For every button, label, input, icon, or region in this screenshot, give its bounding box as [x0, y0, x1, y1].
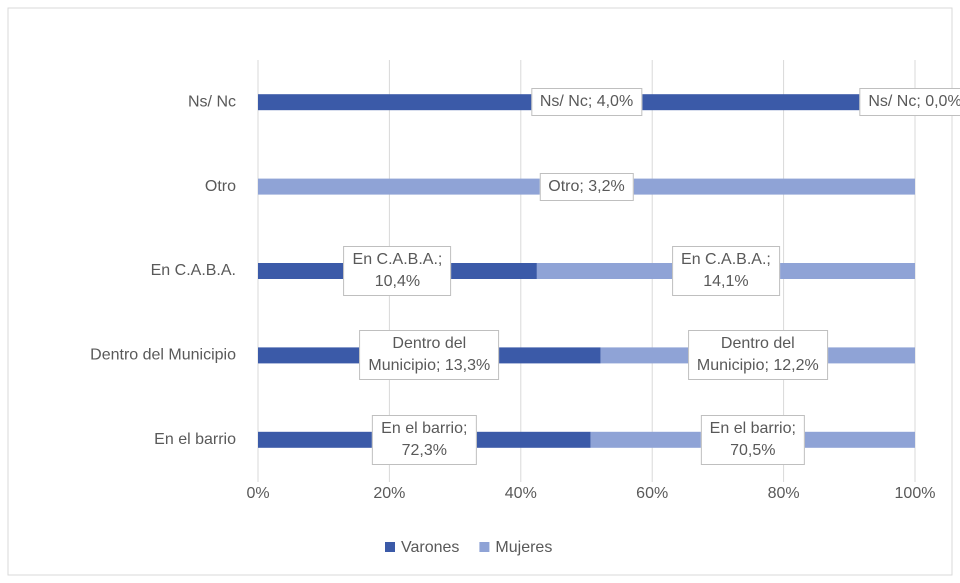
legend-label: Varones: [401, 539, 459, 556]
legend-swatch: [479, 542, 490, 552]
x-tick-label: 60%: [636, 485, 668, 502]
legend-swatch: [385, 542, 395, 552]
data-label: En el barrio; 72,3%: [372, 414, 477, 465]
data-label: Ns/ Nc; 4,0%: [530, 88, 643, 117]
data-label: Dentro del Municipio; 12,2%: [687, 330, 828, 381]
data-label: En el barrio; 70,5%: [700, 414, 805, 465]
chart-border: [7, 7, 953, 576]
legend-label: Mujeres: [495, 539, 552, 556]
x-tick-label: 0%: [246, 485, 269, 502]
y-tick-label: Ns/ Nc: [188, 93, 236, 110]
data-label: Otro; 3,2%: [539, 172, 634, 201]
x-tick-label: 20%: [373, 485, 405, 502]
data-label: En C.A.B.A.; 14,1%: [672, 246, 780, 296]
data-label: En C.A.B.A.; 10,4%: [343, 246, 452, 296]
x-tick-label: 100%: [895, 485, 936, 502]
y-tick-label: En el barrio: [154, 431, 236, 448]
y-tick-label: Dentro del Municipio: [90, 347, 236, 364]
y-tick-label: En C.A.B.A.: [151, 262, 236, 279]
x-tick-label: 40%: [505, 485, 537, 502]
x-tick-label: 80%: [768, 485, 800, 502]
data-label: Dentro del Municipio; 13,3%: [359, 330, 500, 381]
data-label: Ns/ Nc; 0,0%: [859, 88, 960, 117]
y-tick-label: Otro: [205, 178, 236, 195]
